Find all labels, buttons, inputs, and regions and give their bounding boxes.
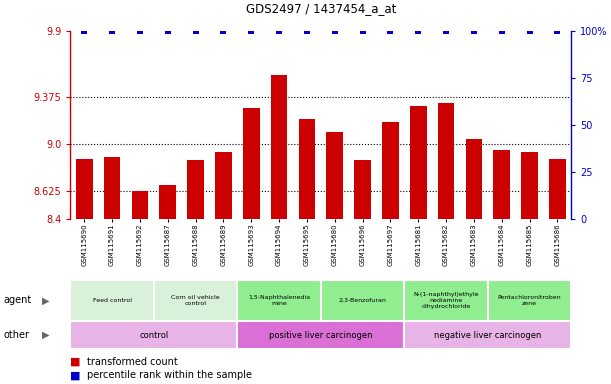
Bar <box>437 103 455 219</box>
Text: other: other <box>3 330 29 340</box>
Point <box>302 28 312 34</box>
Bar <box>466 139 482 219</box>
Bar <box>299 119 315 219</box>
Bar <box>104 157 120 219</box>
Point <box>357 28 367 34</box>
Point <box>497 28 507 34</box>
Bar <box>154 280 237 321</box>
Point <box>525 28 535 34</box>
Text: Pentachloronitroben
zene: Pentachloronitroben zene <box>498 295 562 306</box>
Point <box>469 28 479 34</box>
Text: GDS2497 / 1437454_a_at: GDS2497 / 1437454_a_at <box>246 2 396 15</box>
Point <box>219 28 229 34</box>
Text: ▶: ▶ <box>42 330 49 340</box>
Bar <box>131 191 148 219</box>
Point <box>163 28 172 34</box>
Bar <box>521 152 538 219</box>
Text: percentile rank within the sample: percentile rank within the sample <box>87 370 252 381</box>
Bar <box>493 150 510 219</box>
Text: ■: ■ <box>70 356 81 367</box>
Bar <box>326 132 343 219</box>
Bar <box>70 280 154 321</box>
Point <box>135 28 145 34</box>
Bar <box>237 321 404 349</box>
Point <box>107 28 117 34</box>
Point <box>441 28 451 34</box>
Point <box>386 28 395 34</box>
Bar <box>237 280 321 321</box>
Text: 2,3-Benzofuran: 2,3-Benzofuran <box>338 298 387 303</box>
Bar <box>382 122 399 219</box>
Text: negative liver carcinogen: negative liver carcinogen <box>434 331 541 339</box>
Text: agent: agent <box>3 295 31 306</box>
Point <box>246 28 256 34</box>
Point <box>274 28 284 34</box>
Text: Feed control: Feed control <box>92 298 131 303</box>
Bar <box>70 321 237 349</box>
Text: ▶: ▶ <box>42 295 49 306</box>
Bar <box>404 321 571 349</box>
Bar <box>410 106 426 219</box>
Point <box>413 28 423 34</box>
Bar <box>271 74 287 219</box>
Text: positive liver carcinogen: positive liver carcinogen <box>269 331 373 339</box>
Point <box>552 28 562 34</box>
Bar <box>187 160 204 219</box>
Text: transformed count: transformed count <box>87 356 178 367</box>
Bar <box>215 152 232 219</box>
Text: control: control <box>139 331 169 339</box>
Bar <box>243 109 260 219</box>
Bar <box>354 160 371 219</box>
Text: 1,5-Naphthalenedia
mine: 1,5-Naphthalenedia mine <box>248 295 310 306</box>
Text: Corn oil vehicle
control: Corn oil vehicle control <box>171 295 220 306</box>
Bar <box>76 159 92 219</box>
Text: ■: ■ <box>70 370 81 381</box>
Bar <box>488 280 571 321</box>
Bar <box>549 159 566 219</box>
Bar <box>321 280 404 321</box>
Point <box>330 28 340 34</box>
Point <box>191 28 200 34</box>
Bar <box>159 185 176 219</box>
Bar <box>404 280 488 321</box>
Text: N-(1-naphthyl)ethyle
nediamine
dihydrochloride: N-(1-naphthyl)ethyle nediamine dihydroch… <box>413 292 479 309</box>
Point <box>79 28 89 34</box>
